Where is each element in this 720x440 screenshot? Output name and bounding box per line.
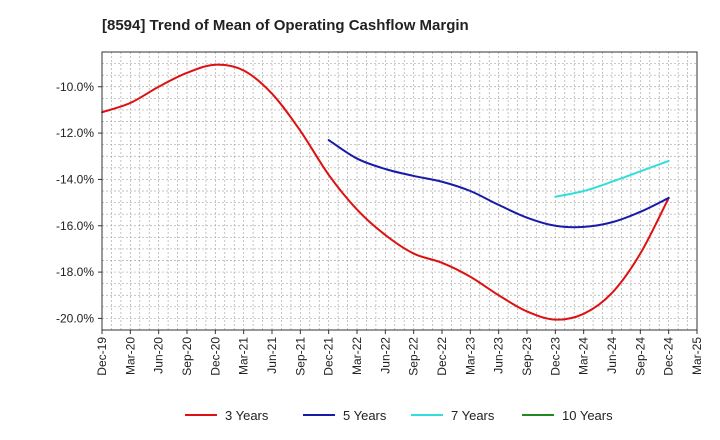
x-tick-label: Mar-21 <box>237 337 251 375</box>
x-tick-label: Dec-19 <box>95 337 109 376</box>
x-tick-label: Jun-23 <box>492 337 506 374</box>
series-lines <box>101 63 670 321</box>
x-tick-label: Mar-20 <box>123 337 137 375</box>
x-tick-label: Jun-24 <box>605 337 619 374</box>
x-tick-label: Sep-21 <box>293 337 307 376</box>
x-tick-label: Mar-24 <box>577 337 591 375</box>
x-axis: Dec-19 Mar-20 Jun-20 Sep-20 Dec-20 Mar-21 Jun-… <box>95 330 704 376</box>
grid <box>102 52 697 330</box>
y-tick-label: -14.0% <box>56 172 94 186</box>
x-tick-label: Dec-24 <box>662 337 676 376</box>
y-tick-label: -12.0% <box>56 126 94 140</box>
x-tick-label: Sep-22 <box>407 337 421 376</box>
y-tick-label: -18.0% <box>56 265 94 279</box>
legend: 3 Years 5 Years 7 Years 10 Years <box>185 408 613 423</box>
x-tick-label: Dec-20 <box>208 337 222 376</box>
legend-label-3-years: 3 Years <box>225 408 269 423</box>
y-axis: -10.0% -12.0% -14.0% -16.0% -18.0% -20.0% <box>56 80 102 325</box>
x-tick-label: Dec-21 <box>322 337 336 376</box>
series-line-3-years <box>101 63 670 321</box>
x-tick-label: Jun-22 <box>378 337 392 374</box>
x-tick-label: Jun-21 <box>265 337 279 374</box>
x-tick-label: Mar-25 <box>690 337 704 375</box>
x-tick-label: Sep-23 <box>520 337 534 376</box>
y-tick-label: -20.0% <box>56 311 94 325</box>
x-tick-label: Mar-22 <box>350 337 364 375</box>
y-tick-label: -16.0% <box>56 219 94 233</box>
series-line-7-years <box>554 159 670 198</box>
x-tick-label: Dec-23 <box>548 337 562 376</box>
legend-label-7-years: 7 Years <box>451 408 495 423</box>
x-tick-label: Sep-24 <box>633 337 647 376</box>
y-tick-label: -10.0% <box>56 80 94 94</box>
plot-frame <box>101 51 698 331</box>
x-tick-label: Mar-23 <box>463 337 477 375</box>
x-tick-label: Sep-20 <box>180 337 194 376</box>
x-tick-label: Jun-20 <box>152 337 166 374</box>
x-tick-label: Dec-22 <box>435 337 449 376</box>
chart-title: [8594] Trend of Mean of Operating Cashfl… <box>102 17 469 34</box>
legend-label-10-years: 10 Years <box>562 408 613 423</box>
legend-label-5-years: 5 Years <box>343 408 387 423</box>
series-line-5-years <box>327 139 670 229</box>
